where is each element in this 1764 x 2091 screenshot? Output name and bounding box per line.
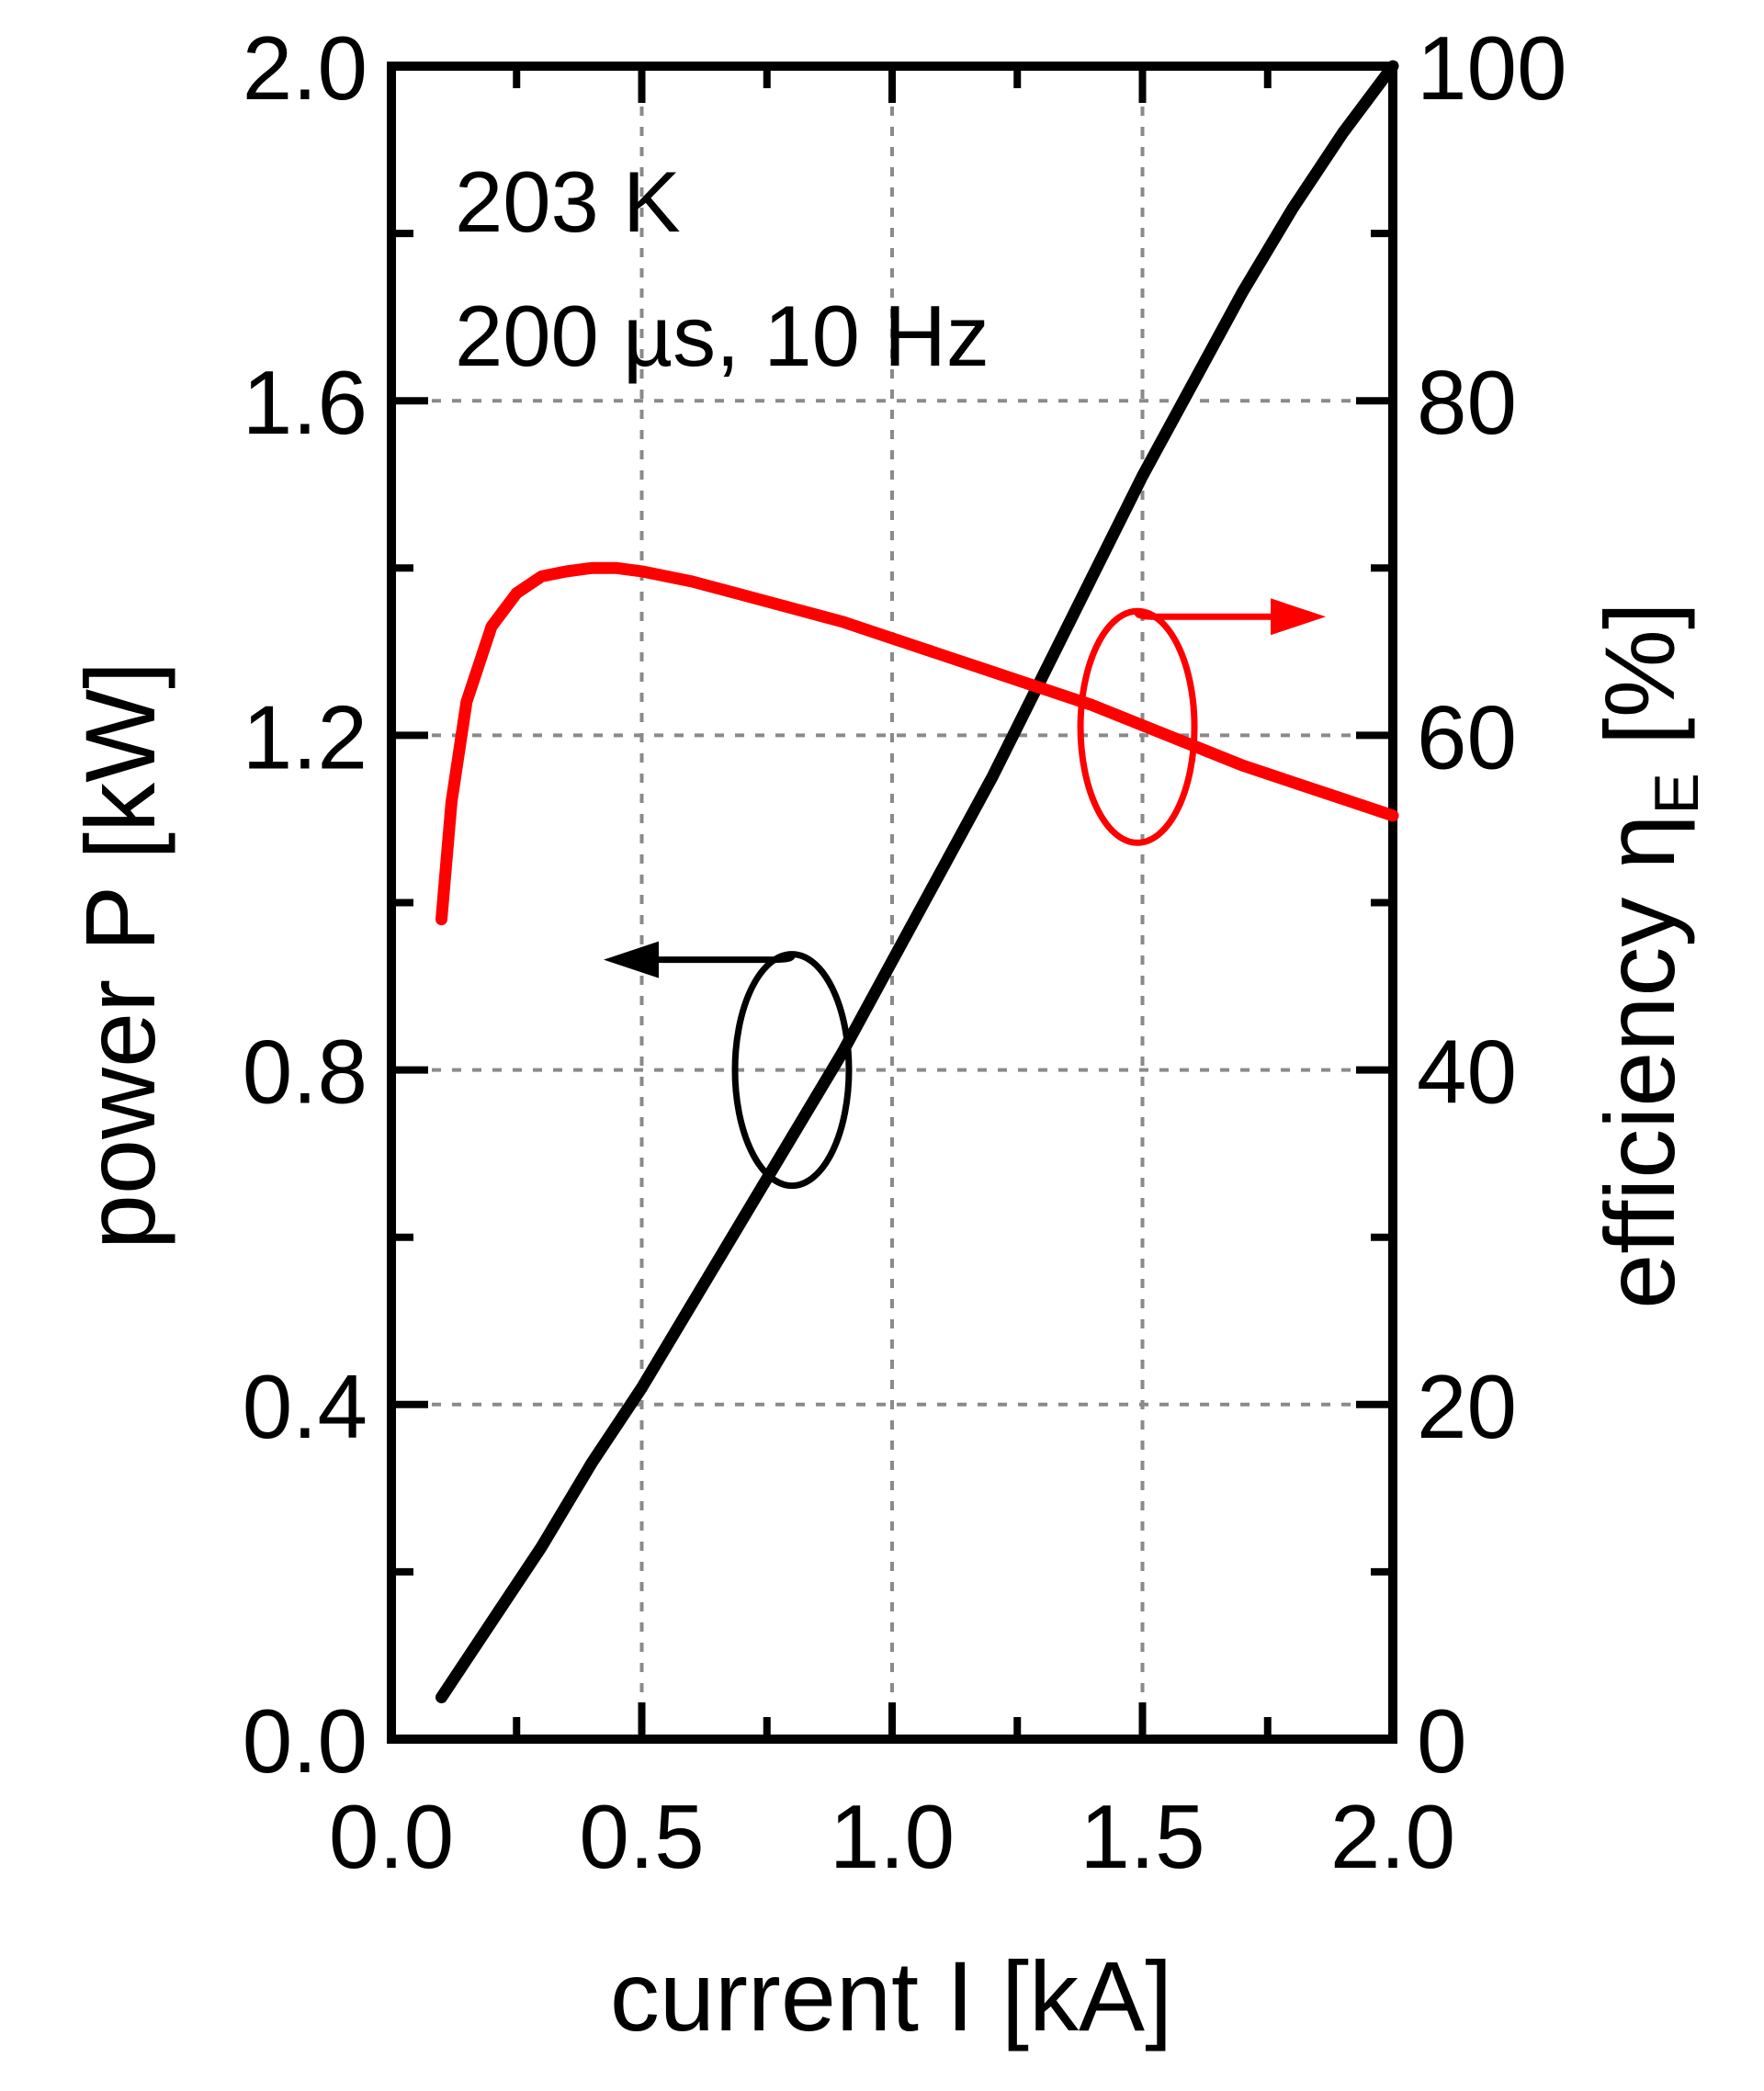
tick-labels: 0.0 0.5 1.0 1.5 2.00.00.40.81.21.62.00204060… xyxy=(243,17,1567,1887)
y-right-axis-title-unit: [%] xyxy=(1584,602,1695,745)
x-tick-label: 0.5 xyxy=(579,1786,704,1887)
annotation-temperature: 203 K xyxy=(455,153,681,250)
y-left-tick-label: 1.2 xyxy=(243,686,368,787)
arrow-left-icon xyxy=(604,941,659,978)
series-arrow-shaft xyxy=(631,954,796,964)
y-right-tick-label: 80 xyxy=(1417,352,1517,453)
x-tick-label: 1.0 xyxy=(830,1786,955,1887)
y-right-tick-label: 100 xyxy=(1417,17,1567,119)
y-left-tick-label: 0.8 xyxy=(243,1022,368,1123)
y-right-axis-title: efficiency ηE [%] xyxy=(1584,602,1712,1309)
power-series-marker xyxy=(604,941,853,1190)
y-right-tick-label: 0 xyxy=(1417,1690,1467,1791)
y-left-tick-label: 0.4 xyxy=(243,1356,368,1457)
y-right-axis-title-main: efficiency η xyxy=(1584,815,1695,1309)
series-markers xyxy=(604,598,1327,1190)
x-axis-title: current I [kA] xyxy=(610,1940,1172,2051)
x-tick-label: 2.0 xyxy=(1330,1786,1455,1887)
y-right-tick-label: 40 xyxy=(1417,1022,1517,1123)
y-left-tick-label: 1.6 xyxy=(243,352,368,453)
y-left-axis-title: power P [kW] xyxy=(64,661,175,1249)
series-ellipse xyxy=(731,951,853,1190)
arrow-right-icon xyxy=(1271,598,1327,636)
plot-frame xyxy=(387,62,1397,1744)
series-power-line xyxy=(435,60,1399,1703)
series-arrow-shaft xyxy=(1134,611,1299,620)
y-right-axis-title-subscript: E xyxy=(1642,773,1712,814)
series-efficiency-line xyxy=(435,561,1399,926)
x-tick-label: 0.0 xyxy=(329,1786,454,1887)
efficiency-series-marker xyxy=(1077,598,1327,846)
grid xyxy=(391,66,1393,1739)
series-ellipse xyxy=(1077,607,1198,846)
y-right-tick-label: 20 xyxy=(1417,1356,1517,1457)
y-left-tick-label: 2.0 xyxy=(243,17,368,119)
x-tick-label: 1.5 xyxy=(1080,1786,1204,1887)
y-left-tick-label: 0.0 xyxy=(243,1690,368,1791)
annotation-pulse: 200 µs, 10 Hz xyxy=(455,288,989,384)
y-right-tick-label: 60 xyxy=(1417,686,1517,787)
